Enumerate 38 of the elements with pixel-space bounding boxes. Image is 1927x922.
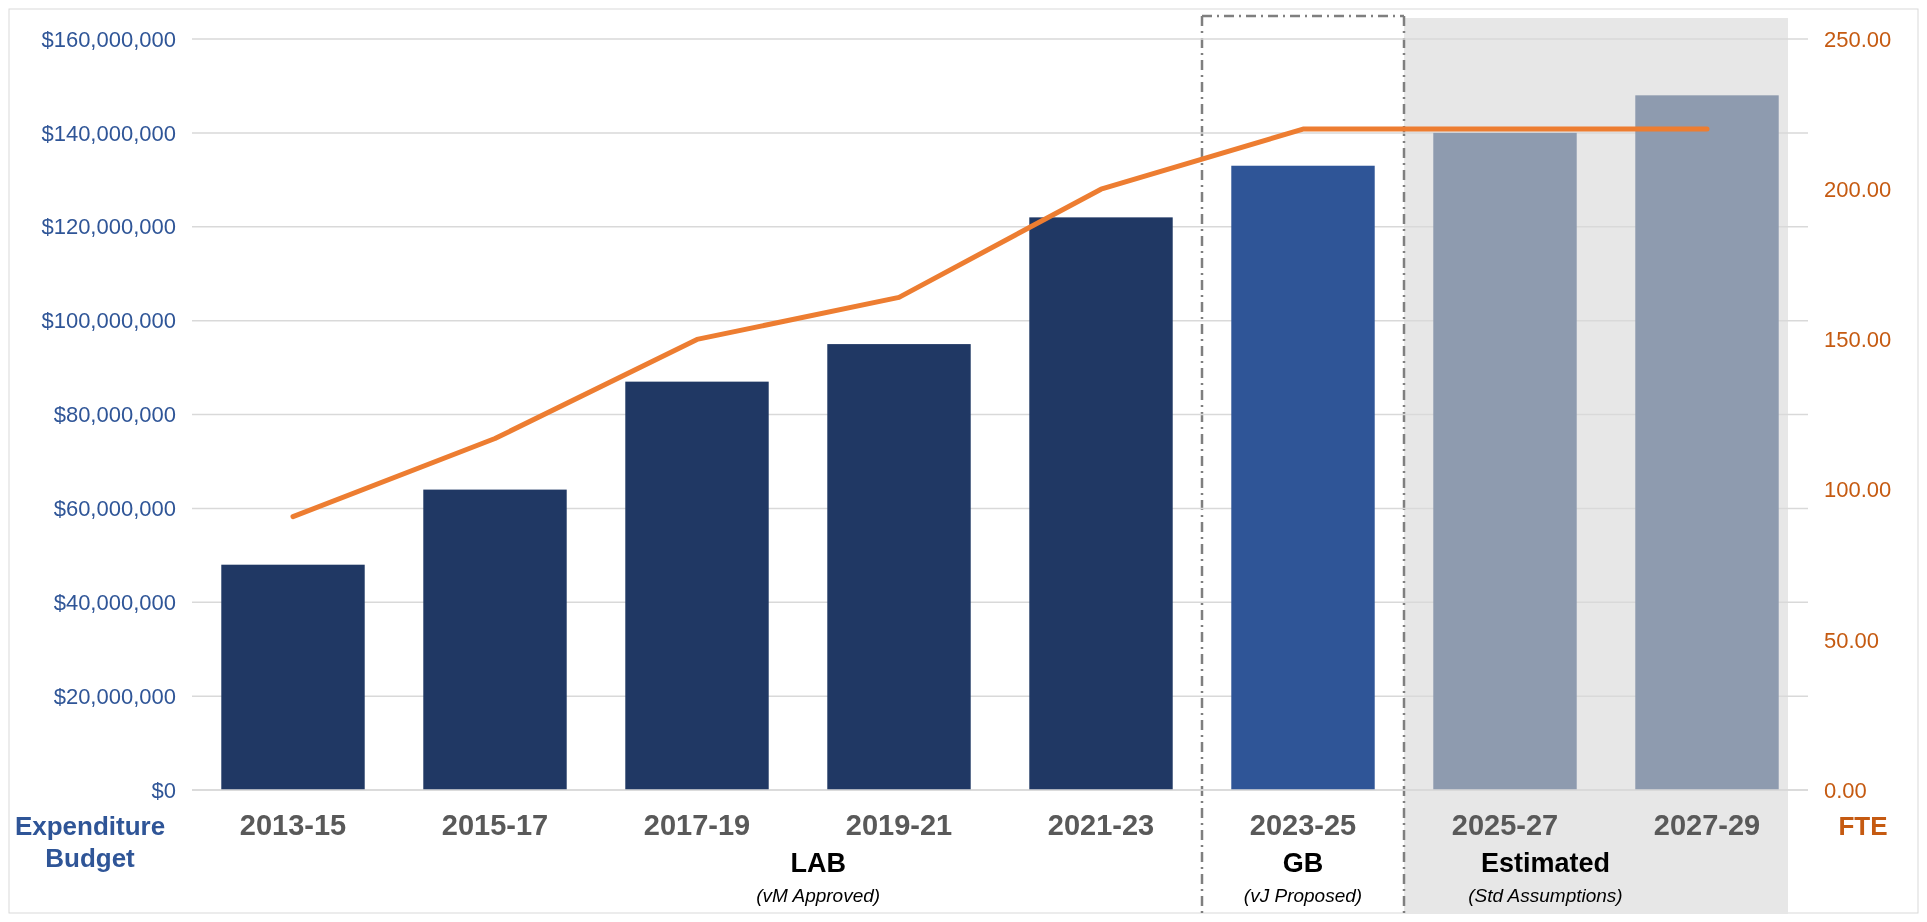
text: (Std Assumptions): [1468, 885, 1623, 906]
bar: [1433, 132, 1577, 790]
y-tick-label: $120,000,000: [41, 214, 176, 240]
bar: [423, 489, 567, 790]
y-tick-label: $20,000,000: [53, 683, 176, 709]
x-tick-label: 2027-29: [1653, 809, 1761, 841]
text: GB: [1282, 848, 1324, 878]
text: (vM Approved): [756, 885, 881, 906]
band-label: Estimated: [1480, 848, 1610, 878]
bar: [1231, 165, 1375, 790]
y-tick-label: $40,000,000: [53, 589, 176, 615]
x-tick-label: 2021-23: [1047, 809, 1155, 841]
y-axis-title: Expenditure Budget: [14, 811, 166, 873]
bar: [221, 564, 365, 790]
y-tick-label: $100,000,000: [41, 308, 176, 334]
x-tick-label: 2015-17: [441, 809, 549, 841]
x-tick-label: 2013-15: [239, 809, 347, 841]
bar: [625, 381, 769, 790]
x-tick-label: 2025-27: [1451, 809, 1559, 841]
y2-tick-label: 150.00: [1824, 327, 1892, 353]
y-tick-label: $160,000,000: [41, 26, 176, 52]
y-tick-label: $80,000,000: [53, 402, 176, 428]
x-tick-label: 2019-21: [845, 809, 953, 841]
y2-tick-label: 0.00: [1824, 777, 1867, 803]
x-tick-label: 2017-19: [643, 809, 751, 841]
y-tick-label: $0: [151, 777, 176, 803]
bar: [1029, 217, 1173, 790]
text: (vJ Proposed): [1243, 885, 1363, 906]
text: LAB: [790, 848, 846, 878]
y2-tick-label: 200.00: [1824, 176, 1892, 202]
x-tick-label: 2023-25: [1249, 809, 1357, 841]
y-tick-label: $140,000,000: [41, 120, 176, 146]
bar: [827, 344, 971, 790]
y2-tick-label: 250.00: [1824, 26, 1892, 52]
y2-axis-title: FTE: [1838, 811, 1888, 841]
y-tick-label: $60,000,000: [53, 496, 176, 522]
y2-tick-label: 50.00: [1824, 627, 1880, 653]
y2-tick-label: 100.00: [1824, 477, 1892, 503]
